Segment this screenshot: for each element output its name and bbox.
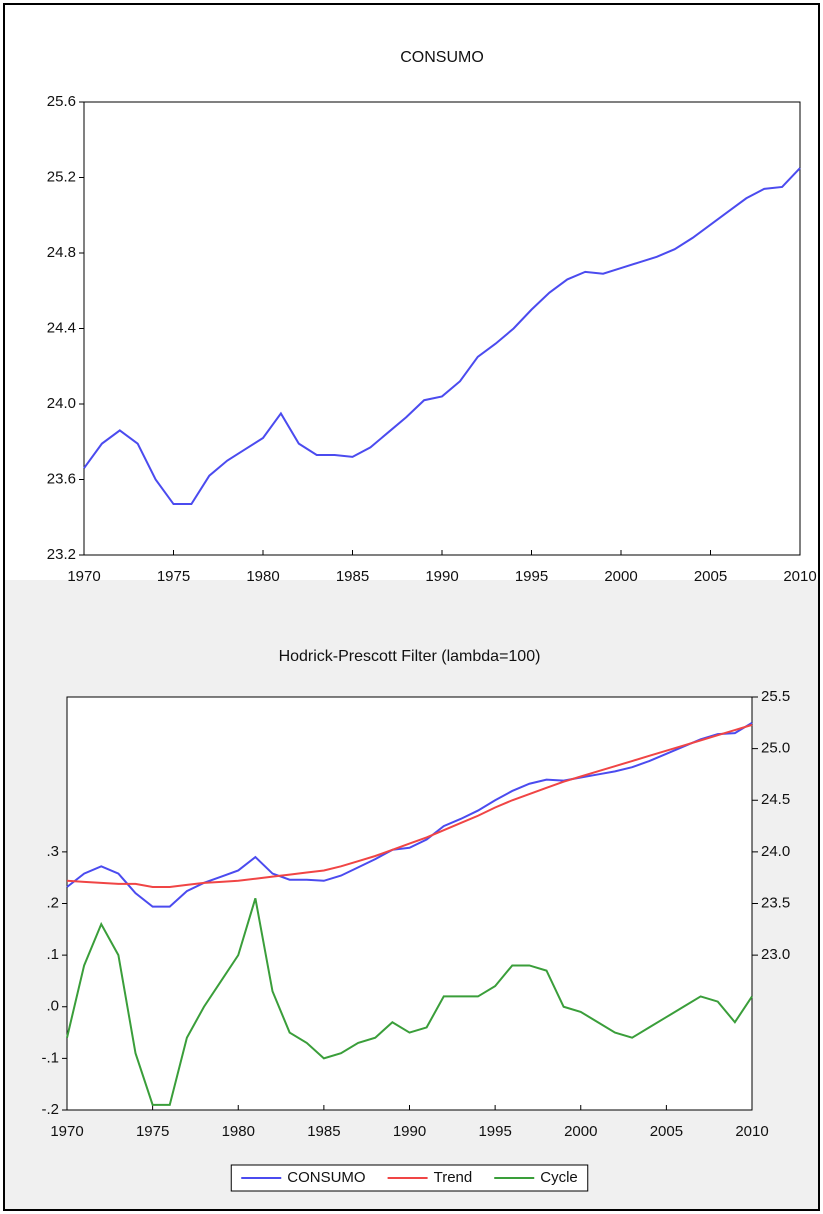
y2-tick-label: 25.5 <box>761 688 790 705</box>
y2-tick-label: 24.0 <box>761 843 790 860</box>
x-tick-label: 2010 <box>735 1123 768 1140</box>
legend-label: Cycle <box>540 1169 578 1186</box>
frame <box>3 3 820 1211</box>
y-tick-label: .0 <box>46 998 59 1015</box>
x-tick-label: 1995 <box>478 1123 511 1140</box>
y2-tick-label: 23.0 <box>761 946 790 963</box>
y2-tick-label: 25.0 <box>761 740 790 757</box>
x-tick-label: 1975 <box>136 1123 169 1140</box>
y-tick-label: .3 <box>46 843 59 860</box>
x-tick-label: 1990 <box>425 568 458 585</box>
x-tick-label: 1970 <box>50 1123 83 1140</box>
y-tick-label: 25.6 <box>47 93 76 110</box>
x-tick-label: 1975 <box>157 568 190 585</box>
x-tick-label: 2000 <box>604 568 637 585</box>
y-tick-label: 25.2 <box>47 168 76 185</box>
x-tick-label: 2010 <box>783 568 816 585</box>
y-tick-label: .1 <box>46 946 59 963</box>
y2-tick-label: 23.5 <box>761 894 790 911</box>
x-tick-label: 2005 <box>650 1123 683 1140</box>
y2-tick-label: 24.5 <box>761 791 790 808</box>
y-tick-label: -.1 <box>41 1049 59 1066</box>
y-tick-label: 24.8 <box>47 244 76 261</box>
legend-label: CONSUMO <box>287 1169 365 1186</box>
y-tick-label: 24.4 <box>47 319 76 336</box>
x-tick-label: 1985 <box>336 568 369 585</box>
plot-area <box>66 696 753 1111</box>
legend-label: Trend <box>434 1169 473 1186</box>
y-tick-label: 23.2 <box>47 546 76 563</box>
x-tick-label: 1995 <box>515 568 548 585</box>
plot-area <box>83 101 801 556</box>
x-tick-label: 1970 <box>67 568 100 585</box>
y-tick-label: 23.6 <box>47 470 76 487</box>
x-tick-label: 1980 <box>246 568 279 585</box>
x-tick-label: 2000 <box>564 1123 597 1140</box>
x-tick-label: 1985 <box>307 1123 340 1140</box>
y-tick-label: .2 <box>46 894 59 911</box>
data-line <box>66 898 753 1106</box>
data-line <box>66 723 753 888</box>
x-tick-label: 2005 <box>694 568 727 585</box>
data-line <box>66 721 753 908</box>
chart-title: CONSUMO <box>400 49 484 66</box>
y-tick-label: -.2 <box>41 1101 59 1118</box>
data-line <box>83 167 801 506</box>
x-tick-label: 1990 <box>393 1123 426 1140</box>
x-tick-label: 1980 <box>222 1123 255 1140</box>
y-tick-label: 24.0 <box>47 395 76 412</box>
chart-title: Hodrick-Prescott Filter (lambda=100) <box>279 648 541 665</box>
